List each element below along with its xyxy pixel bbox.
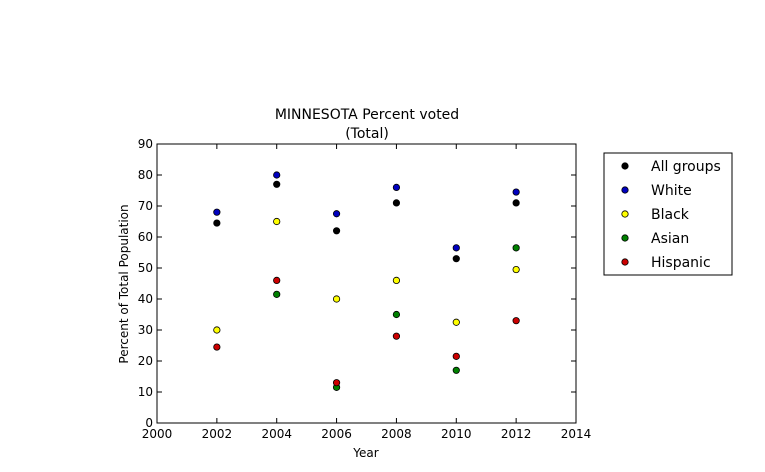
y-tick-label: 80 [138,168,153,182]
point-hispanic [273,276,281,284]
y-tick-label: 50 [138,261,153,275]
point-all-groups [332,227,341,235]
point-hispanic [332,379,341,387]
x-tick-label: 2008 [381,427,412,441]
legend-label-white: White [651,183,692,199]
point-black [213,326,221,334]
point-all-groups [452,255,460,263]
legend-label-all-groups: All groups [651,159,721,175]
legend-label-black: Black [651,207,690,223]
point-white [392,183,401,191]
plot-area [156,143,577,424]
point-asian [512,244,520,252]
point-hispanic [512,317,520,325]
point-white [512,188,520,196]
chart-subtitle: (Total) [345,126,389,142]
legend: All groups White Black Asian Hispanic [603,152,733,276]
point-black [452,318,460,326]
point-asian [392,310,401,319]
point-all-groups [213,219,221,227]
point-all-groups [392,199,401,207]
y-axis: 0 10 20 30 40 50 60 70 80 90 [138,137,576,430]
point-white [452,244,460,252]
point-asian [452,366,460,374]
point-black [512,265,520,274]
x-tick-label: 2010 [441,427,472,441]
legend-marker-all-groups [621,162,629,170]
legend-marker-asian [621,234,629,242]
y-tick-label: 90 [138,137,153,151]
x-axis-label: Year [352,446,378,460]
point-white [213,208,221,216]
point-black [392,276,401,284]
point-all-groups [512,199,520,207]
x-tick-label: 2012 [501,427,532,441]
point-black [273,217,281,226]
x-tick-label: 2014 [561,427,592,441]
y-tick-label: 0 [145,416,153,430]
point-asian [273,290,281,298]
point-white [332,210,341,218]
legend-label-hispanic: Hispanic [651,255,711,271]
legend-label-asian: Asian [651,231,689,247]
y-tick-label: 40 [138,292,153,306]
chart-title: MINNESOTA Percent voted [275,107,459,123]
x-axis: 2000 2002 2004 2006 2008 2010 2012 2014 [142,144,592,441]
legend-marker-hispanic [621,258,629,266]
data-points [213,171,520,391]
x-tick-label: 2006 [321,427,352,441]
x-tick-label: 2002 [202,427,233,441]
legend-marker-white [621,186,629,194]
x-tick-label: 2000 [142,427,173,441]
point-all-groups [273,180,281,188]
point-hispanic [213,343,221,351]
point-white [273,171,281,179]
y-axis-label: Percent of Total Population [117,204,131,363]
legend-marker-black [621,210,629,218]
point-black [332,295,341,303]
point-hispanic [392,332,401,340]
y-tick-label: 70 [138,199,153,213]
y-tick-label: 30 [138,323,153,337]
y-tick-label: 20 [138,354,153,368]
x-tick-label: 2004 [261,427,292,441]
y-tick-label: 10 [138,385,153,399]
y-tick-label: 60 [138,230,153,244]
point-hispanic [452,352,460,360]
